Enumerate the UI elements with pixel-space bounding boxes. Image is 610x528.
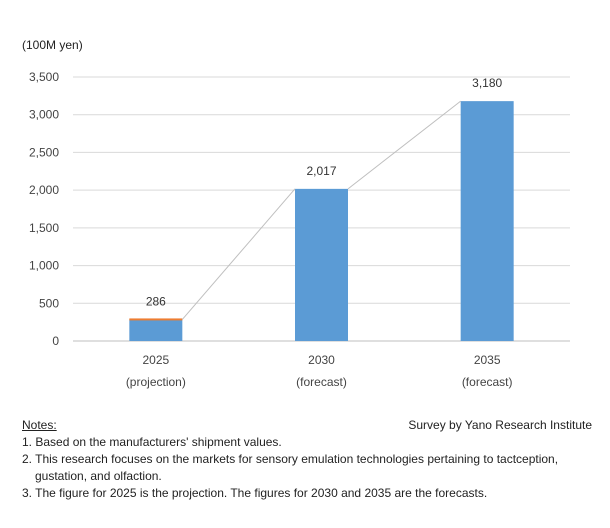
y-tick-label: 1,000 <box>29 259 59 273</box>
y-tick-label: 3,500 <box>29 70 59 84</box>
data-label: 3,180 <box>472 76 502 90</box>
trend-segment <box>181 188 296 320</box>
bar <box>129 319 183 341</box>
y-tick-label: 2,000 <box>29 183 59 197</box>
note-item-3: 3. The figure for 2025 is the projection… <box>22 486 488 500</box>
data-labels: 286 2,017 3,180 <box>146 76 503 308</box>
data-label: 286 <box>146 294 166 308</box>
x-tick-labels: 2025 (projection) 2030 (forecast) 2035 (forec… <box>126 353 513 389</box>
x-tick-sublabel: (forecast) <box>296 375 347 389</box>
notes-title: Notes: <box>22 418 57 432</box>
notes-section: Notes: Survey by Yano Research Institute… <box>22 417 592 502</box>
bar-chart: (100M yen) 0 500 1,000 1,500 2,000 2,500 3,000… <box>22 38 570 389</box>
x-tick-sublabel: (forecast) <box>462 375 513 389</box>
y-tick-labels: 0 500 1,000 1,500 2,000 2,500 3,000 3,500 <box>29 70 59 348</box>
y-tick-label: 0 <box>52 334 59 348</box>
x-tick-sublabel: (projection) <box>126 375 186 389</box>
y-tick-label: 3,000 <box>29 108 59 122</box>
source-credit: Survey by Yano Research Institute <box>408 418 592 432</box>
y-tick-label: 500 <box>39 296 59 310</box>
bar-top-accent <box>129 318 183 321</box>
bar <box>295 188 348 341</box>
note-item-1: 1. Based on the manufacturers' shipment … <box>22 435 282 449</box>
note-item-2: 2. This research focuses on the markets … <box>22 452 559 483</box>
x-tick-label: 2030 <box>308 353 335 367</box>
data-label: 2,017 <box>306 164 336 178</box>
y-tick-label: 2,500 <box>29 145 59 159</box>
x-tick-label: 2035 <box>474 353 501 367</box>
trend-segment <box>347 100 461 190</box>
bar <box>460 101 514 341</box>
bars <box>129 101 514 341</box>
y-tick-label: 1,500 <box>29 221 59 235</box>
x-tick-label: 2025 <box>142 353 169 367</box>
trend-line <box>181 100 461 320</box>
y-axis-unit-label: (100M yen) <box>22 38 83 52</box>
